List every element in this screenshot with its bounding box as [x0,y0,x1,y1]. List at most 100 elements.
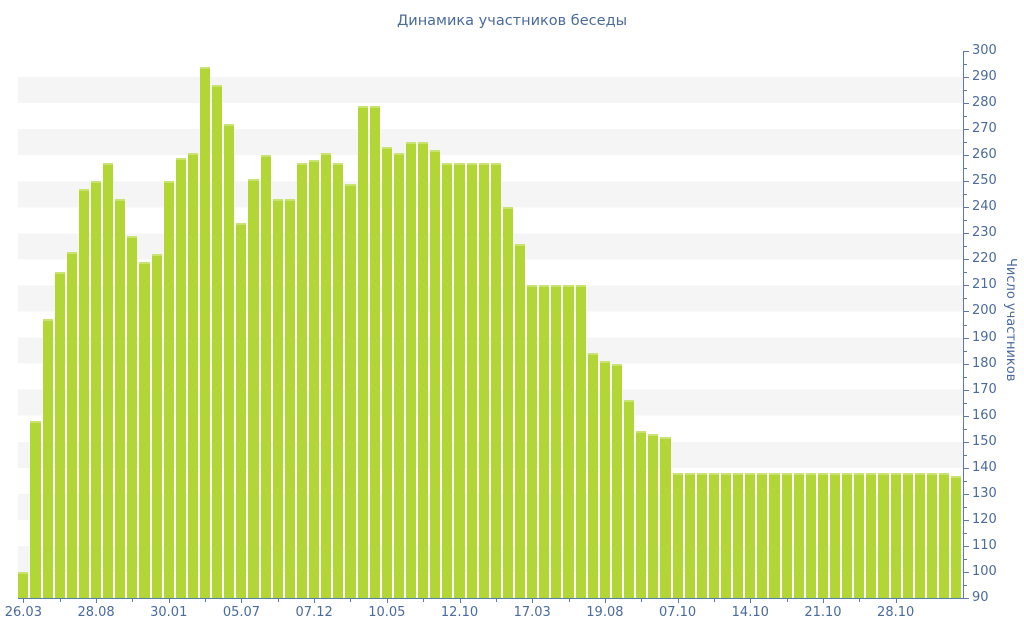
bar[interactable] [575,285,586,598]
bar[interactable] [745,472,756,598]
bar[interactable] [648,433,659,598]
x-axis-label: 26.03 [4,605,42,620]
bar[interactable] [405,142,417,598]
bar[interactable] [563,285,574,598]
bar[interactable] [708,472,719,598]
bar[interactable] [527,285,538,598]
bar[interactable] [260,155,271,598]
bar[interactable] [345,183,356,598]
x-axis-label: 12.10 [440,605,479,620]
bar[interactable] [212,84,223,598]
bar[interactable] [442,163,453,598]
x-axis-label: 30.01 [150,605,188,620]
bar[interactable] [103,163,114,598]
bar[interactable] [490,163,501,598]
bar[interactable] [539,285,550,598]
bar[interactable] [187,152,198,598]
bar[interactable] [272,199,283,598]
bar[interactable] [236,222,247,598]
bar[interactable] [636,431,647,598]
bar[interactable] [115,199,126,598]
bar[interactable] [139,262,150,598]
bar[interactable] [321,152,332,598]
bar[interactable] [757,472,768,598]
bar[interactable] [393,152,404,598]
x-minor-tick [713,599,715,602]
bar[interactable] [781,472,792,598]
bar[interactable] [684,472,695,598]
bar[interactable] [284,199,295,598]
bar[interactable] [418,142,429,598]
bar[interactable] [842,472,853,598]
bar[interactable] [660,436,671,598]
bar[interactable] [18,571,29,598]
bar[interactable] [127,235,138,598]
y-minor-tick [964,350,967,352]
bar[interactable] [309,160,320,598]
bar[interactable] [466,163,477,598]
y-major-tick [964,77,969,79]
bar[interactable] [151,254,162,598]
y-major-tick [964,181,969,183]
bar[interactable] [926,472,938,598]
bar[interactable] [78,189,89,598]
bar[interactable] [720,472,732,598]
bar[interactable] [163,181,174,598]
bar[interactable] [224,123,235,598]
bar[interactable] [854,472,865,598]
bar[interactable] [357,105,368,598]
bar[interactable] [551,285,562,598]
bar[interactable] [478,163,489,598]
bar[interactable] [611,363,623,598]
y-major-tick [964,519,969,521]
y-minor-tick [964,324,967,326]
bar[interactable] [381,147,392,598]
bar[interactable] [502,207,513,598]
bar[interactable] [672,472,683,598]
bar[interactable] [430,149,441,598]
y-major-tick [964,598,969,599]
bar[interactable] [902,472,913,598]
bar[interactable] [454,163,465,598]
bar[interactable] [793,472,804,598]
y-minor-tick [964,532,967,534]
y-major-tick [964,441,969,443]
bar[interactable] [696,472,707,598]
y-major-tick [964,51,969,52]
bar[interactable] [42,319,53,598]
bar[interactable] [296,163,308,598]
bar[interactable] [54,272,65,598]
bar[interactable] [866,472,877,598]
bar[interactable] [939,472,950,598]
bar[interactable] [878,472,889,598]
bar[interactable] [951,475,962,598]
bar[interactable] [515,243,526,598]
x-minor-tick [423,599,425,602]
bar[interactable] [599,360,610,598]
bar[interactable] [733,472,744,598]
bar[interactable] [90,181,102,598]
x-major-tick [168,599,170,603]
bar[interactable] [587,353,598,598]
bar[interactable] [30,420,41,598]
bar[interactable] [624,400,635,598]
bar[interactable] [66,251,77,598]
bar[interactable] [200,66,211,598]
bar[interactable] [369,105,380,598]
bar[interactable] [805,472,816,598]
bar[interactable] [769,472,780,598]
bar[interactable] [248,178,259,598]
x-minor-tick [495,599,497,602]
y-axis-label: 220 [972,251,997,267]
bar[interactable] [175,157,186,598]
bar[interactable] [817,472,828,598]
bar[interactable] [914,472,925,598]
bar[interactable] [830,472,841,598]
y-major-tick [964,207,969,209]
y-minor-tick [964,272,967,274]
bar[interactable] [333,163,344,598]
x-major-tick [459,599,461,603]
bar[interactable] [890,472,901,598]
x-major-tick [96,599,98,603]
y-major-tick [964,285,969,287]
